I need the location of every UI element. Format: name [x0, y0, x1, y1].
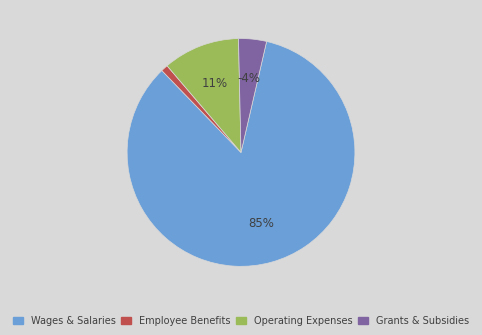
Text: 11%: 11% [201, 77, 228, 90]
Wedge shape [162, 66, 241, 152]
Text: -4%: -4% [237, 72, 260, 85]
Text: 85%: 85% [248, 217, 274, 230]
Wedge shape [239, 39, 267, 152]
Legend: Wages & Salaries, Employee Benefits, Operating Expenses, Grants & Subsidies: Wages & Salaries, Employee Benefits, Ope… [9, 312, 473, 330]
Wedge shape [127, 42, 355, 266]
Wedge shape [167, 39, 241, 152]
